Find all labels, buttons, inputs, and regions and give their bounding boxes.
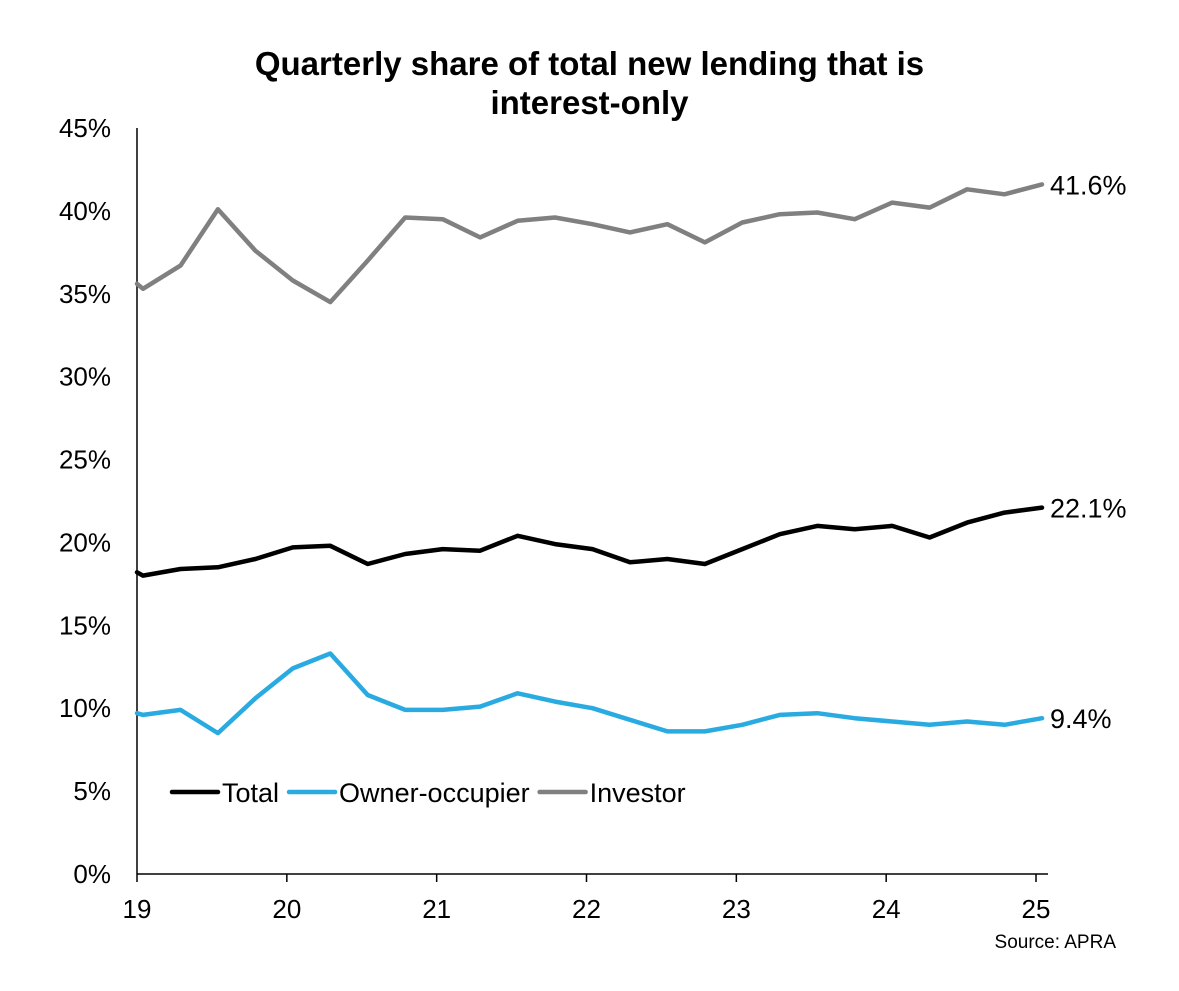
x-tick-label: 24 — [872, 894, 901, 924]
y-tick-label: 20% — [59, 527, 111, 557]
legend-label-total: Total — [222, 778, 279, 808]
chart-title-line-2: interest-only — [490, 84, 689, 121]
axes: 0% 5% 10% 15% 20% 25% 30% 35% 40% 45% 19 20 21 22 23 24… — [59, 113, 1051, 924]
x-tick-label: 20 — [272, 894, 301, 924]
y-tick-label: 25% — [59, 445, 111, 475]
x-tick-label: 21 — [422, 894, 451, 924]
end-label-owner-occupier: 9.4% — [1050, 704, 1112, 734]
y-tick-label: 15% — [59, 610, 111, 640]
y-tick-label: 10% — [59, 693, 111, 723]
series-line-investor — [134, 182, 1045, 305]
y-tick-label: 30% — [59, 362, 111, 392]
chart-title: Quarterly share of total new lending tha… — [0, 44, 1179, 122]
y-tick-label: 40% — [59, 196, 111, 226]
y-tick-label: 0% — [73, 859, 111, 889]
chart-title-line-1: Quarterly share of total new lending tha… — [254, 45, 925, 82]
series-line-total — [134, 505, 1045, 578]
source-note: Source: APRA — [994, 932, 1116, 953]
legend: Total Owner-occupier Investor — [169, 778, 686, 808]
y-tick-label: 45% — [59, 113, 111, 143]
series-line-owner-occupier — [134, 651, 1045, 736]
legend-label-owner-occupier: Owner-occupier — [339, 778, 530, 808]
y-tick-label: 35% — [59, 279, 111, 309]
x-tick-label: 25 — [1022, 894, 1051, 924]
y-tick-label: 5% — [73, 776, 111, 806]
x-tick-label: 23 — [722, 894, 751, 924]
end-label-investor: 41.6% — [1050, 170, 1127, 200]
end-label-total: 22.1% — [1050, 494, 1127, 524]
x-tick-label: 22 — [572, 894, 601, 924]
plot-lines — [134, 182, 1045, 736]
legend-label-investor: Investor — [590, 778, 686, 808]
end-labels: 22.1% 9.4% 41.6% — [1050, 170, 1127, 734]
x-tick-label: 19 — [123, 894, 152, 924]
